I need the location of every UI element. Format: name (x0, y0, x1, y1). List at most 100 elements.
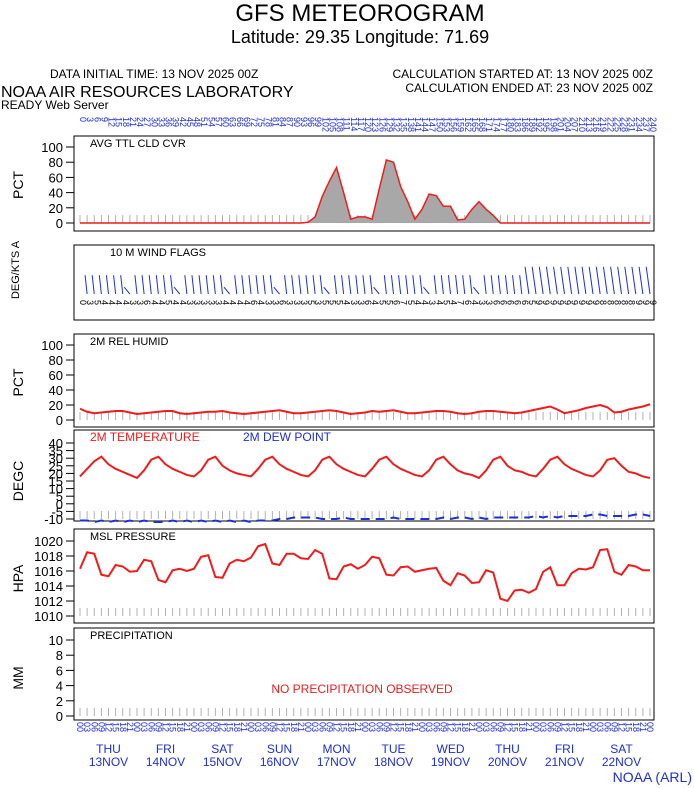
wind-speed-label: 8 (620, 300, 630, 305)
hour-label: 09 (609, 722, 619, 732)
wind-speed-label: 5 (327, 300, 337, 305)
y-tick-label: 0 (56, 216, 63, 231)
hour-label: 00 (645, 722, 655, 732)
hour-label: 15 (339, 722, 349, 732)
wind-speed-label: 9 (634, 300, 644, 305)
rh-panel-frame (73, 333, 655, 428)
wind-flag (369, 275, 373, 295)
top-tick-labels: 0369121518212427303336394245485154576063… (78, 117, 658, 132)
wind-speed-label: 5 (92, 300, 102, 305)
hour-label: 09 (153, 722, 163, 732)
wind-speed-label: 4 (413, 300, 423, 305)
y-tick-label: 4 (56, 679, 63, 694)
wind-speed-label: 8 (605, 300, 615, 305)
wind-flag (483, 275, 487, 295)
wind-flag (462, 275, 466, 295)
wind-speed-label: 9 (577, 300, 587, 305)
top-tick-label: 102 (320, 117, 330, 132)
wind-flag (248, 275, 252, 295)
page-title: GFS METEOROGRAM (235, 0, 484, 27)
y-tick-label: 100 (41, 140, 63, 155)
hour-label: 00 (303, 722, 313, 732)
init-time: DATA INITIAL TIME: 13 NOV 2025 00Z (50, 67, 258, 81)
hour-label: 03 (538, 722, 548, 732)
wind-speed-label: 3 (192, 300, 202, 305)
wind-speed-label: 3 (206, 300, 216, 305)
hour-label: 12 (560, 722, 570, 732)
wind-speed-label: 4 (99, 300, 109, 305)
top-tick-label: 195 (541, 117, 551, 132)
y-tick-label: 0 (56, 709, 63, 724)
hour-label: 21 (524, 722, 534, 732)
y-tick-label: 5 (56, 489, 63, 504)
top-tick-label: 147 (427, 117, 437, 132)
temp-panel-frame (73, 429, 655, 522)
hour-label: 18 (517, 722, 527, 732)
calc-ended: CALCULATION ENDED AT: 23 NOV 2025 00Z (405, 81, 653, 95)
wind-flag (574, 266, 580, 295)
wind-flag (155, 275, 159, 295)
hour-label: 18 (289, 722, 299, 732)
hour-label: 06 (545, 722, 555, 732)
hour-label: 00 (531, 722, 541, 732)
wind-flag (419, 275, 423, 295)
wind-speed-label: 6 (278, 300, 288, 305)
wind-flag (545, 266, 551, 295)
wind-speed-label: 9 (570, 300, 580, 305)
day-of-week: THU (495, 742, 520, 756)
wind-flag (291, 275, 295, 295)
wind-flag (447, 275, 451, 295)
pres-ylabel: HPA (10, 564, 26, 592)
top-tick-label: 33 (156, 117, 166, 127)
hour-label: 15 (225, 722, 235, 732)
wind-flag (148, 275, 152, 295)
hour-label: 21 (467, 722, 477, 732)
hour-label: 00 (360, 722, 370, 732)
wind-speed-label: 6 (249, 300, 259, 305)
wind-flag (610, 266, 615, 295)
hour-label: 12 (446, 722, 456, 732)
y-tick-label: 2 (56, 694, 63, 709)
wind-speed-label: 4 (256, 300, 266, 305)
hour-label: 21 (125, 722, 135, 732)
top-tick-label: 66 (235, 117, 245, 127)
hour-label: 09 (267, 722, 277, 732)
wind-speed-label: 8 (612, 300, 622, 305)
day-date: 20NOV (488, 755, 527, 769)
wind-flag (531, 266, 537, 295)
wind-speed-label: 3 (427, 300, 437, 305)
precip-title: PRECIPITATION (90, 630, 173, 642)
wind-flag (162, 275, 166, 295)
hour-label: 06 (488, 722, 498, 732)
rh-line (79, 403, 651, 416)
top-tick-label: 27 (142, 117, 152, 127)
wind-flag (223, 286, 231, 295)
pres-panel-frame (73, 528, 655, 624)
top-tick-label: 168 (477, 117, 487, 132)
wind-speed-label: 9 (591, 300, 601, 305)
y-tick-label: 1016 (34, 564, 63, 579)
y-tick-label: 8 (56, 648, 63, 663)
top-tick-label: 135 (399, 117, 409, 132)
top-tick-label: 120 (363, 117, 373, 132)
top-tick-label: 222 (605, 117, 615, 132)
top-tick-label: 219 (598, 117, 608, 132)
y-tick-label: 40 (49, 186, 63, 201)
hour-label: 09 (495, 722, 505, 732)
hour-label: 06 (431, 722, 441, 732)
wind-speed-label: 8 (598, 300, 608, 305)
wind-speed-label: 4 (178, 300, 188, 305)
hour-label: 03 (310, 722, 320, 732)
hour-label: 18 (175, 722, 185, 732)
top-tick-label: 234 (634, 117, 644, 132)
wind-speed-label: 5 (441, 300, 451, 305)
top-tick-label: 153 (441, 117, 451, 132)
hour-label: 12 (389, 722, 399, 732)
wind-flag (113, 275, 117, 295)
wind-speed-label: 6 (498, 300, 508, 305)
wind-flag (341, 275, 345, 295)
day-date: 21NOV (545, 755, 584, 769)
wind-speed-label: 4 (235, 300, 245, 305)
top-tick-label: 117 (356, 117, 366, 131)
wind-flag (262, 275, 266, 295)
